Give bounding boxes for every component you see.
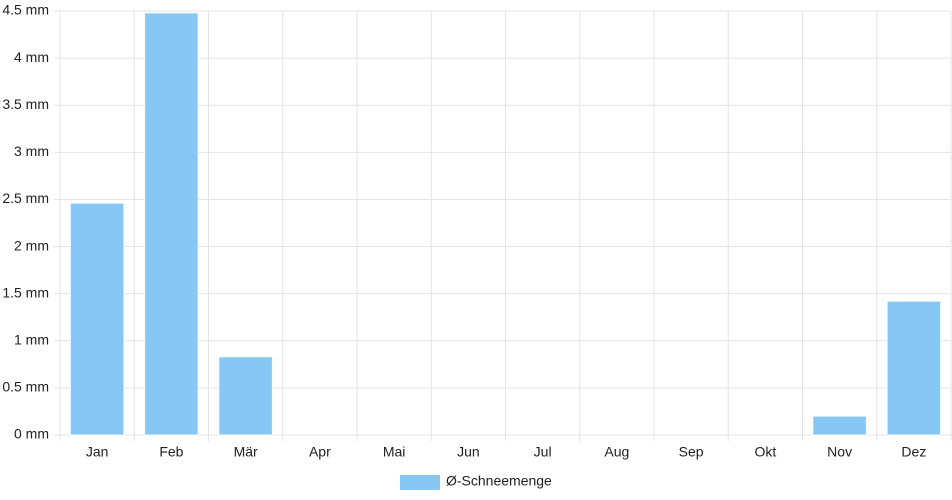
bar bbox=[218, 356, 273, 436]
x-tick-label: Dez bbox=[901, 444, 926, 460]
y-tick-label: 2.5 mm bbox=[2, 190, 49, 206]
y-tick-label: 2 mm bbox=[14, 237, 49, 253]
x-tick-label: Sep bbox=[679, 444, 704, 460]
legend-label: Ø-Schneemenge bbox=[446, 473, 552, 489]
x-tick-label: Jun bbox=[457, 444, 480, 460]
x-tick-label: Okt bbox=[754, 444, 776, 460]
y-tick-label: 4.5 mm bbox=[2, 2, 49, 18]
y-tick-label: 3 mm bbox=[14, 143, 49, 159]
x-tick-label: Nov bbox=[827, 444, 852, 460]
x-tick-label: Mär bbox=[234, 444, 258, 460]
y-tick-label: 3.5 mm bbox=[2, 96, 49, 112]
x-tick-label: Mai bbox=[383, 444, 406, 460]
bar bbox=[886, 300, 942, 436]
x-tick-label: Feb bbox=[159, 444, 183, 460]
bar bbox=[812, 415, 867, 436]
x-tick-label: Jan bbox=[86, 444, 109, 460]
legend-swatch bbox=[400, 475, 440, 490]
bar bbox=[69, 202, 125, 436]
x-tick-label: Jul bbox=[534, 444, 552, 460]
x-tick-label: Aug bbox=[604, 444, 629, 460]
y-tick-label: 4 mm bbox=[14, 49, 49, 65]
x-tick-label: Apr bbox=[309, 444, 331, 460]
y-tick-label: 1 mm bbox=[14, 331, 49, 347]
y-tick-label: 0 mm bbox=[14, 426, 49, 442]
bar bbox=[144, 12, 199, 436]
y-tick-label: 1.5 mm bbox=[2, 284, 49, 300]
y-tick-label: 0.5 mm bbox=[2, 379, 49, 395]
